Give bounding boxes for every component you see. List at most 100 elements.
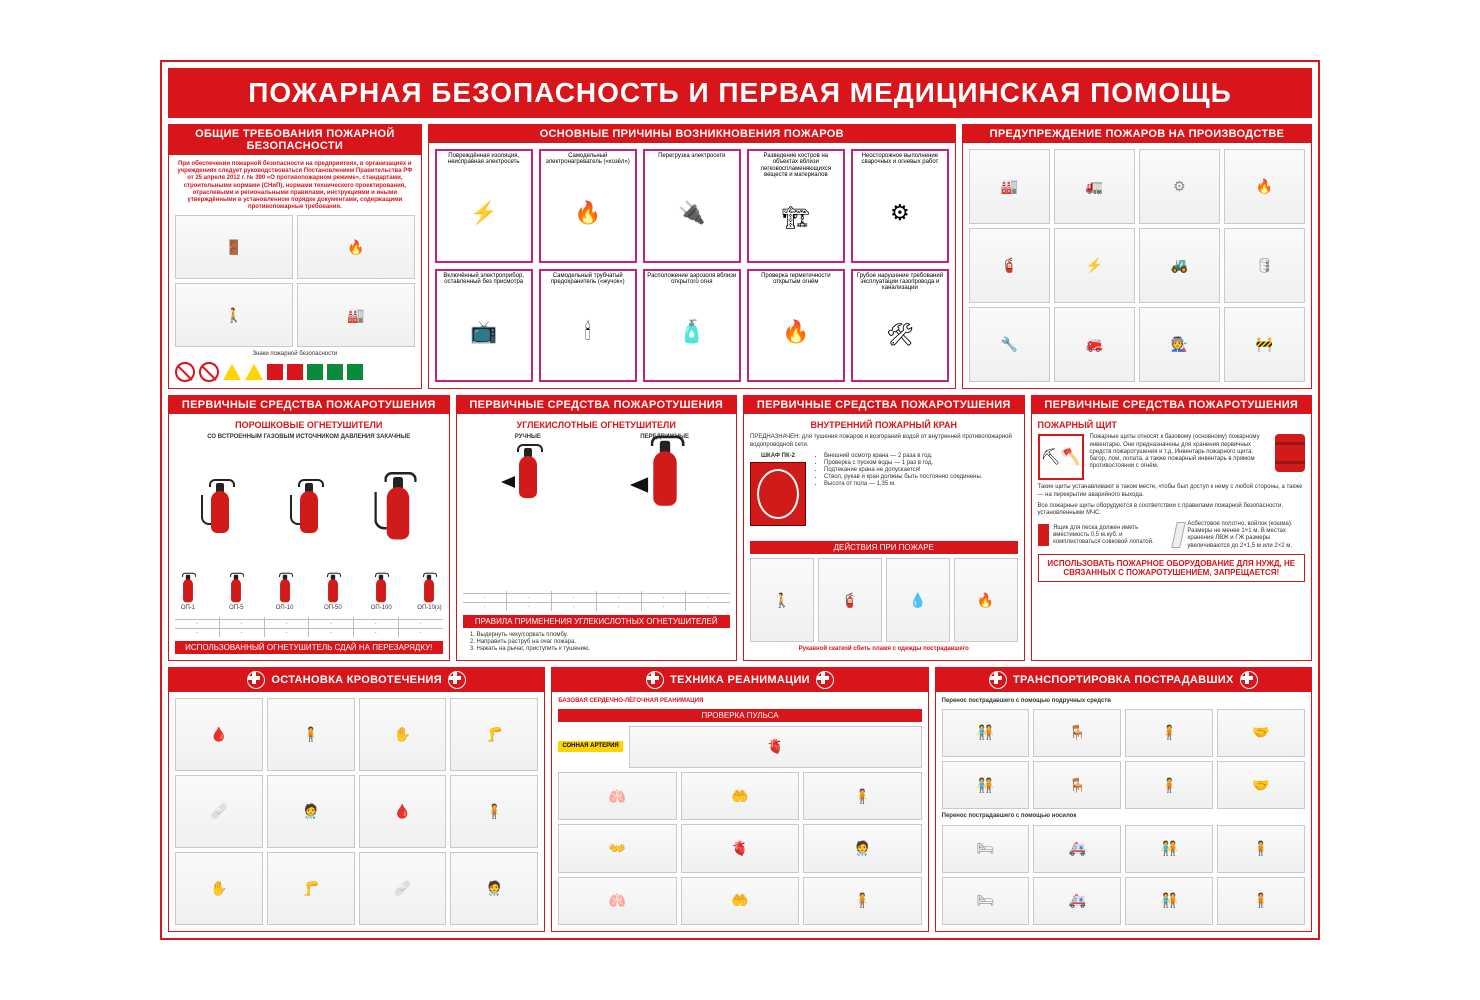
illustration: 🔥 [297, 215, 415, 279]
first-aid-tile: 🤲 [681, 772, 799, 820]
hydrant-notes: Внешний осмотр крана — 2 раза в год.Пров… [812, 453, 1018, 537]
cause-icon: 🧴 [647, 287, 737, 379]
prevention-tile: 🏭 [969, 149, 1050, 224]
cause-caption: Включённый электроприбор, оставленный бе… [439, 273, 529, 287]
usage-steps: Выдернуть чеку/сорвать пломбу.Направить … [463, 632, 731, 654]
cause-icon: ⚙ [855, 167, 945, 259]
footer-band: ИСПОЛЬЗОВАННЫЙ ОГНЕТУШИТЕЛЬ СДАЙ НА ПЕРЕ… [175, 641, 443, 654]
spec-table: ············ [463, 591, 731, 611]
warning-box: ИСПОЛЬЗОВАТЬ ПОЖАРНОЕ ОБОРУДОВАНИЕ ДЛЯ Н… [1038, 554, 1306, 582]
cpr-grid: 🫁🤲🧍👐🫀🧑‍⚕️🫁🤲🧍 [558, 772, 921, 925]
label: РУЧНЫЕ [515, 434, 541, 441]
hydrant-cabinet-icon [750, 462, 806, 526]
first-aid-tile: 🧑‍⚕️ [450, 852, 538, 925]
panel-general-requirements: ОБЩИЕ ТРЕБОВАНИЯ ПОЖАРНОЙ БЕЗОПАСНОСТИ П… [168, 124, 422, 389]
safety-signs-strip [175, 362, 415, 382]
first-aid-cross-icon [448, 671, 466, 689]
action-step-icon: 💧 [886, 558, 950, 642]
footer-note: Рукавной скаткой сбить пламя с одежды по… [750, 646, 1018, 653]
safety-sign-icon [307, 364, 323, 380]
first-aid-tile: 🦵 [450, 698, 538, 771]
cause-caption: Разведение костров на объектах вблизи ле… [751, 153, 841, 178]
prevention-tile: ⚡ [1054, 228, 1135, 303]
extinguisher-model: ОП-10 [272, 572, 298, 612]
safety-sign-icon [223, 364, 241, 380]
panel-title: ОСТАНОВКА КРОВОТЕЧЕНИЯ [169, 668, 544, 692]
action-step-icon: 🧯 [818, 558, 882, 642]
cause-icon: 📺 [439, 287, 529, 379]
first-aid-tile: 🤝 [1217, 709, 1305, 757]
first-aid-tile: 🚑 [1033, 877, 1121, 925]
cause-caption: Самодельный трубчатый предохранитель («ж… [543, 273, 633, 287]
extinguisher-icon [207, 477, 233, 537]
fire-cause-tile: Расположение аэрозоля вблизи открытого о… [643, 269, 741, 383]
first-aid-tile: ✋ [175, 852, 263, 925]
cause-caption: Повреждённая изоляция, неисправная элект… [439, 153, 529, 167]
first-aid-tile: 🤲 [681, 877, 799, 925]
fire-cause-tile: Перегрузка электросети🔌 [643, 149, 741, 263]
first-aid-tile: 👐 [558, 824, 676, 872]
illustration: 🚶 [175, 283, 293, 347]
first-aid-tile: 🧑‍🤝‍🧑 [942, 709, 1030, 757]
prevention-tile: 🚧 [1224, 307, 1305, 382]
panel-powder-extinguishers: ПЕРВИЧНЫЕ СРЕДСТВА ПОЖАРОТУШЕНИЯ ПОРОШКО… [168, 395, 450, 660]
first-aid-tile: 🧍 [803, 877, 921, 925]
safety-sign-icon [287, 364, 303, 380]
first-aid-tile: 🪑 [1033, 709, 1121, 757]
prevention-tile: 🧑‍🏭 [1139, 307, 1220, 382]
safety-sign-icon [327, 364, 343, 380]
cpr-sub2: ПРОВЕРКА ПУЛЬСА [558, 709, 921, 722]
first-aid-tile: 🧍 [1217, 825, 1305, 873]
fire-cause-tile: Повреждённая изоляция, неисправная элект… [435, 149, 533, 263]
title-text: ОСТАНОВКА КРОВОТЕЧЕНИЯ [271, 674, 442, 686]
prevention-tile: 🔧 [969, 307, 1050, 382]
transport-grid-top: 🧑‍🤝‍🧑🪑🧍🤝🧑‍🤝‍🧑🪑🧍🤝 [942, 709, 1305, 809]
panel-fire-hydrant: ПЕРВИЧНЫЕ СРЕДСТВА ПОЖАРОТУШЕНИЯ ВНУТРЕН… [743, 395, 1025, 660]
panel-prevention: ПРЕДУПРЕЖДЕНИЕ ПОЖАРОВ НА ПРОИЗВОДСТВЕ 🏭… [962, 124, 1312, 389]
action-step-icon: 🚶 [750, 558, 814, 642]
transport-sub2: Перенос пострадавшего с помощью носилок [942, 813, 1305, 820]
first-aid-tile: 🧑‍🤝‍🧑 [1125, 877, 1213, 925]
lead-text: При обеспечении пожарной безопасности на… [175, 161, 415, 211]
first-aid-tile: 🦵 [267, 852, 355, 925]
tools-icon: ⛏🪓 [1040, 447, 1080, 467]
shield-desc-3: Все пожарные щиты оборудуются в соответс… [1038, 503, 1306, 517]
title-text: ТЕХНИКА РЕАНИМАЦИИ [670, 674, 810, 686]
prevention-grid: 🏭🚛⚙🔥🧯⚡🚜🛢🔧🚒🧑‍🏭🚧 [969, 149, 1305, 382]
extinguisher-icon [296, 477, 322, 537]
first-aid-tile: ✋ [359, 698, 447, 771]
first-aid-tile: 🧍 [1125, 709, 1213, 757]
fire-cause-tile: Грубое нарушение требований эксплуатации… [851, 269, 949, 383]
cause-caption: Самодельный электронагреватель («козёл») [543, 153, 633, 167]
first-aid-tile: 🫀 [681, 824, 799, 872]
prevention-tile: 🚜 [1139, 228, 1220, 303]
fire-cause-tile: Неосторожное выполнение сварочных и огне… [851, 149, 949, 263]
first-aid-cross-icon [247, 671, 265, 689]
cause-caption: Неосторожное выполнение сварочных и огне… [855, 153, 945, 167]
extinguisher-model: ОП-1 [175, 572, 201, 612]
co2-extinguisher-icon [515, 442, 541, 502]
water-barrel-icon [1275, 434, 1305, 472]
first-aid-tile: 🛏 [942, 877, 1030, 925]
signs-caption: Знаки пожарной безопасности [175, 351, 415, 358]
extinguisher-model: ОП-5 [223, 572, 249, 612]
panel-title: ОБЩИЕ ТРЕБОВАНИЯ ПОЖАРНОЙ БЕЗОПАСНОСТИ [169, 125, 421, 155]
panel-title: ПЕРВИЧНЫЕ СРЕДСТВА ПОЖАРОТУШЕНИЯ [1032, 396, 1312, 414]
first-aid-cross-icon [816, 671, 834, 689]
cause-caption: Проверка герметичности открытым огнём [751, 273, 841, 287]
shield-desc: Пожарные щиты относят к базовому (основн… [1090, 434, 1270, 480]
first-aid-tile: 🫁 [558, 877, 676, 925]
illustration: 🚪 [175, 215, 293, 279]
sub-heading: ПОРОШКОВЫЕ ОГНЕТУШИТЕЛИ [175, 420, 443, 430]
fire-cause-tile: Разведение костров на объектах вблизи ле… [747, 149, 845, 263]
cause-icon: ⚡ [439, 167, 529, 259]
fire-cause-tile: Включённый электроприбор, оставленный бе… [435, 269, 533, 383]
first-aid-tile: 🩹 [175, 775, 263, 848]
prevention-tile: 🚒 [1054, 307, 1135, 382]
first-aid-tile: 🪑 [1033, 761, 1121, 809]
prevention-tile: 🔥 [1224, 149, 1305, 224]
cause-icon: 🛠 [855, 292, 945, 379]
cause-caption: Перегрузка электросети [658, 153, 725, 167]
first-aid-tile: 🧑‍⚕️ [267, 775, 355, 848]
first-aid-cross-icon [989, 671, 1007, 689]
